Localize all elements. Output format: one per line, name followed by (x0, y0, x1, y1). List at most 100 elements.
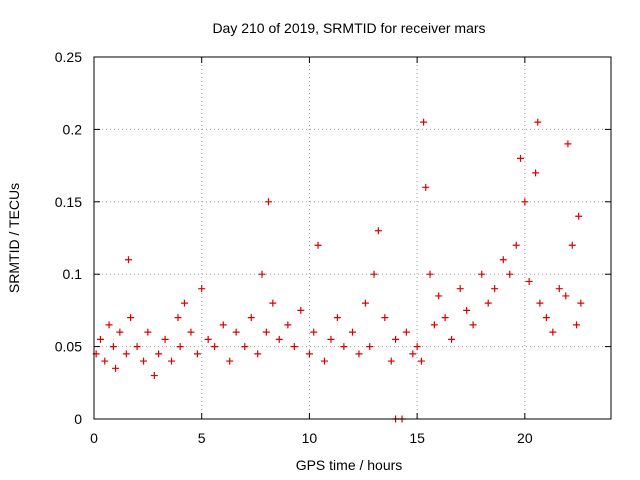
data-point-0-58 (417, 357, 425, 365)
data-point-0-2 (101, 357, 109, 365)
data-point-0-80 (536, 299, 544, 307)
data-point-0-76 (521, 198, 529, 206)
data-point-0-89 (577, 299, 585, 307)
data-point-0-1 (96, 335, 104, 343)
data-point-0-49 (366, 343, 374, 351)
y-axis-label: SRMTID / TECUs (6, 183, 22, 293)
data-point-0-20 (187, 328, 195, 336)
data-point-0-86 (568, 241, 576, 249)
data-point-0-67 (463, 306, 471, 314)
data-point-0-29 (247, 314, 255, 322)
data-point-0-45 (340, 343, 348, 351)
data-point-0-25 (219, 321, 227, 329)
data-point-0-44 (333, 314, 341, 322)
data-point-0-32 (262, 328, 270, 336)
data-point-0-34 (269, 299, 277, 307)
data-point-0-61 (426, 270, 434, 278)
data-point-0-68 (469, 321, 477, 329)
data-point-0-82 (549, 328, 557, 336)
data-point-0-11 (140, 357, 148, 365)
data-point-0-56 (409, 350, 417, 358)
axis-ticks: 0 5 10 15 20 0 0.05 0.1 0.15 0.2 0.25 (55, 49, 611, 446)
data-point-0-15 (161, 335, 169, 343)
data-point-0-84 (562, 292, 570, 300)
grid-lines (94, 57, 611, 419)
chart-title: Day 210 of 2019, SRMTID for receiver mar… (212, 20, 485, 36)
y-tick-label-3: 0.15 (55, 194, 82, 210)
data-point-0-59 (420, 118, 428, 126)
data-point-0-9 (127, 314, 135, 322)
data-point-0-81 (542, 314, 550, 322)
x-tick-label-3: 15 (409, 430, 425, 446)
data-point-0-72 (499, 256, 507, 264)
data-point-0-8 (124, 256, 132, 264)
data-point-0-69 (478, 270, 486, 278)
data-points (92, 118, 585, 423)
data-point-0-71 (491, 285, 499, 293)
data-point-0-26 (226, 357, 234, 365)
data-point-0-19 (180, 299, 188, 307)
data-point-0-52 (381, 314, 389, 322)
data-point-0-14 (155, 350, 163, 358)
data-point-0-46 (349, 328, 356, 336)
data-point-0-12 (144, 328, 152, 336)
data-point-0-39 (305, 350, 313, 358)
data-point-0-31 (258, 270, 266, 278)
data-point-0-16 (168, 357, 176, 365)
data-point-0-78 (532, 169, 540, 177)
data-point-0-5 (112, 364, 120, 372)
data-point-0-53 (387, 357, 395, 365)
data-point-0-13 (150, 372, 158, 380)
data-point-0-83 (555, 285, 563, 293)
data-point-0-22 (198, 285, 206, 293)
data-point-0-65 (448, 335, 456, 343)
data-point-0-21 (193, 350, 201, 358)
data-point-0-54 (392, 335, 400, 343)
y-tick-label-1: 0.05 (55, 339, 82, 355)
x-tick-label-0: 0 (90, 430, 98, 446)
data-point-0-88 (575, 212, 583, 220)
data-point-0-24 (211, 343, 219, 351)
data-point-0-79 (534, 118, 542, 126)
data-point-0-17 (174, 314, 182, 322)
data-point-0-37 (290, 343, 298, 351)
data-point-0-66 (456, 285, 464, 293)
data-point-0-18 (176, 343, 184, 351)
data-point-0-51 (374, 227, 382, 235)
x-axis-label: GPS time / hours (296, 457, 403, 473)
data-point-0-28 (241, 343, 249, 351)
data-point-0-41 (314, 241, 322, 249)
data-point-0-6 (116, 328, 124, 336)
y-tick-label-2: 0.1 (63, 266, 83, 282)
data-point-0-38 (297, 306, 305, 314)
data-point-0-33 (264, 198, 272, 206)
data-point-0-30 (254, 350, 262, 358)
data-point-0-10 (133, 343, 141, 351)
data-point-0-87 (573, 321, 581, 329)
data-point-0-75 (517, 154, 525, 162)
data-point-0-77 (525, 277, 533, 285)
data-point-0-43 (327, 335, 335, 343)
data-point-0-73 (506, 270, 514, 278)
data-point-0-40 (310, 328, 318, 336)
y-tick-label-0: 0 (74, 411, 82, 427)
x-tick-label-4: 20 (517, 430, 533, 446)
plot-frame (93, 56, 612, 420)
data-point-0-70 (484, 299, 492, 307)
data-point-0-62 (430, 321, 438, 329)
data-point-0-35 (275, 335, 283, 343)
data-point-0-3 (105, 321, 113, 329)
x-tick-label-2: 10 (302, 430, 318, 446)
data-point-0-63 (435, 292, 443, 300)
data-point-0-48 (361, 299, 369, 307)
data-point-0-7 (122, 350, 130, 358)
data-point-0-42 (320, 357, 328, 365)
data-point-0-50 (370, 270, 378, 278)
y-tick-label-4: 0.2 (63, 121, 83, 137)
data-point-0-27 (232, 328, 240, 336)
data-point-0-64 (441, 314, 449, 322)
data-point-0-36 (284, 321, 292, 329)
y-tick-label-5: 0.25 (55, 49, 82, 65)
